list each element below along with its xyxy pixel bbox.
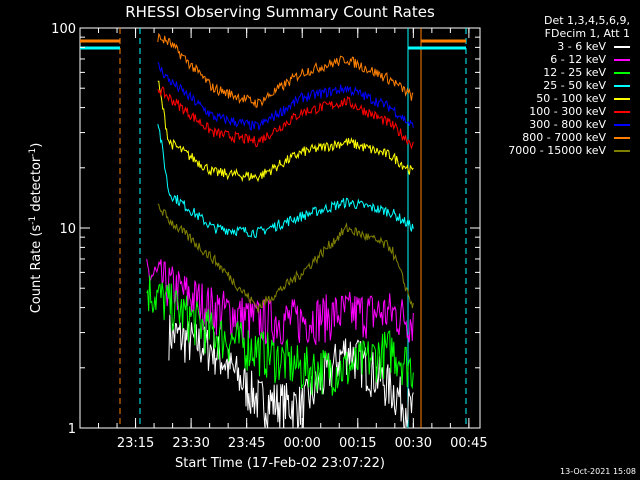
legend-label: 12 - 25 keV [543, 66, 606, 79]
x-tick-label: 00:00 [283, 436, 320, 451]
series-line-7 [157, 32, 414, 108]
x-tick-label: 00:15 [339, 436, 376, 451]
x-tick-label: 00:30 [395, 436, 432, 451]
legend-swatch [614, 137, 630, 139]
legend-label: 3 - 6 keV [557, 40, 606, 53]
y-tick-label: 10 [59, 222, 76, 237]
x-tick-label: 23:45 [228, 436, 265, 451]
legend-swatch [614, 111, 630, 113]
legend-swatch [614, 85, 630, 87]
series-line-0 [168, 314, 414, 429]
legend-item: 300 - 800 keV [470, 118, 630, 131]
series-line-6 [157, 61, 414, 131]
y-axis-label-main: Count Rate (s [29, 225, 44, 314]
legend-label: 300 - 800 keV [529, 118, 606, 131]
x-tick-label: 23:30 [172, 436, 209, 451]
legend-swatch [614, 124, 630, 126]
legend: Det 1,3,4,5,6,9, FDecim 1, Att 1 3 - 6 k… [470, 14, 630, 157]
y-axis-label: Count Rate (s-1 detector-1) [28, 143, 44, 314]
legend-item: 100 - 300 keV [470, 105, 630, 118]
legend-label: 800 - 7000 keV [522, 131, 606, 144]
y-tick-label: 100 [51, 22, 76, 37]
reference-lines [80, 28, 467, 428]
y-axis-label-sup2: -1 [28, 148, 38, 157]
generated-date: 13-Oct-2021 15:08 [560, 467, 636, 476]
legend-label: 6 - 12 keV [550, 53, 606, 66]
legend-label: 100 - 300 keV [529, 105, 606, 118]
legend-header-line1: Det 1,3,4,5,6,9, [543, 14, 630, 27]
series-layer [146, 32, 414, 429]
x-tick-label: 00:45 [450, 436, 487, 451]
legend-item: 6 - 12 keV [470, 53, 630, 66]
legend-item: 7000 - 15000 keV [470, 144, 630, 157]
x-tick-label: 23:15 [117, 436, 154, 451]
ticks-layer: 1 10 100 23:15 23:30 23:45 00:00 00:15 00:30 00:4… [51, 22, 487, 451]
legend-label: 7000 - 15000 keV [508, 144, 606, 157]
series-line-4 [157, 80, 414, 183]
series-line-8 [157, 203, 414, 313]
legend-header-line2: FDecim 1, Att 1 [544, 27, 630, 40]
series-line-1 [146, 259, 414, 346]
y-axis-label-tail: detector [29, 156, 44, 216]
series-line-2 [146, 275, 414, 396]
legend-item: 12 - 25 keV [470, 66, 630, 79]
legend-item: 50 - 100 keV [470, 92, 630, 105]
series-line-5 [157, 86, 414, 150]
y-tick-label: 1 [68, 422, 76, 437]
series-line-3 [157, 123, 414, 239]
legend-item: 800 - 7000 keV [470, 131, 630, 144]
legend-swatch [614, 46, 630, 48]
y-axis-label-sup: -1 [28, 216, 38, 225]
legend-swatch [614, 150, 630, 152]
legend-label: 50 - 100 keV [536, 92, 606, 105]
legend-item: 25 - 50 keV [470, 79, 630, 92]
legend-swatch [614, 72, 630, 74]
legend-label: 25 - 50 keV [543, 79, 606, 92]
chart-title: RHESSI Observing Summary Count Rates [125, 3, 435, 21]
y-axis-label-close: ) [29, 143, 44, 148]
legend-swatch [614, 98, 630, 100]
x-axis-label: Start Time (17-Feb-02 23:07:22) [175, 456, 385, 471]
legend-swatch [614, 59, 630, 61]
legend-item: 3 - 6 keV [470, 40, 630, 53]
